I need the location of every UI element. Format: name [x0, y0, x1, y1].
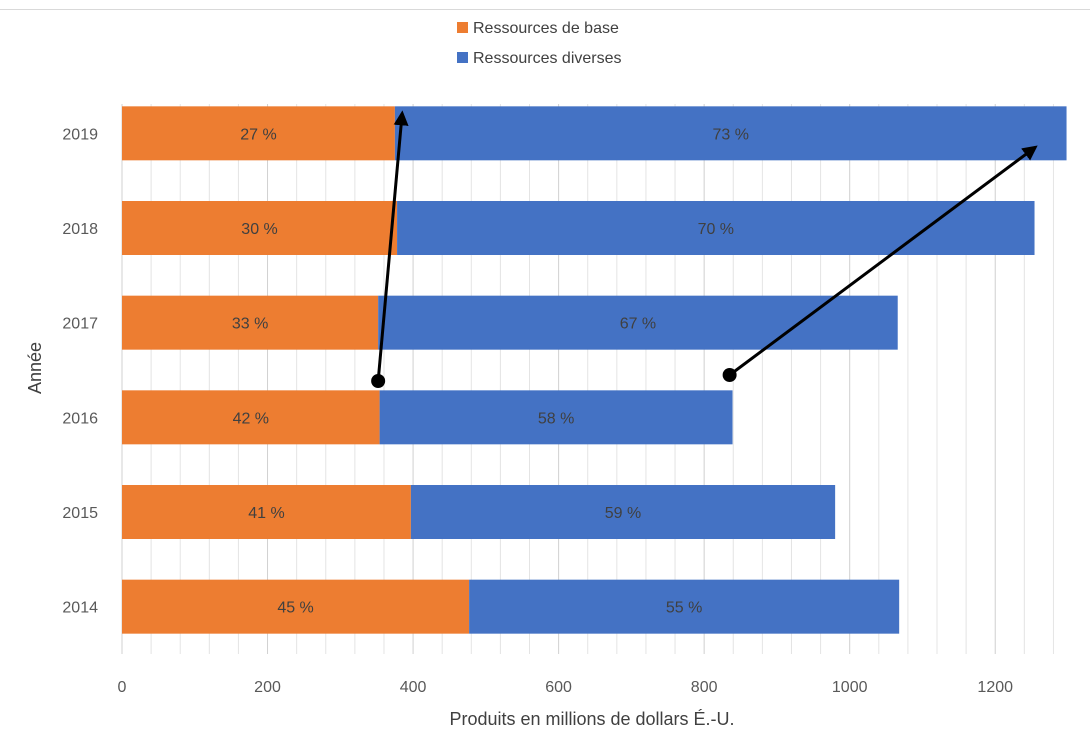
bar-segment-ressources-de-base	[122, 579, 470, 634]
bar-segment-ressources-diverses	[410, 485, 836, 539]
data-label: 59 %	[605, 505, 641, 522]
data-label: 41 %	[248, 505, 284, 522]
x-tick-label: 1000	[832, 679, 868, 696]
bar-segment-ressources-diverses	[378, 295, 898, 350]
bar-segment-ressources-diverses	[394, 106, 1067, 161]
bar-segment-ressources-diverses	[469, 579, 900, 634]
legend-label-ressources-de-base: Ressources de base	[473, 20, 619, 37]
y-tick-label: 2014	[62, 600, 98, 617]
bar-segment-ressources-de-base	[122, 295, 379, 350]
tick-labels: 0 200 400 600 800 1000 1200 2019 2018 2017 2016 201…	[62, 126, 1013, 696]
y-tick-label: 2016	[62, 410, 98, 427]
legend-swatch-ressources-de-base	[457, 22, 468, 33]
y-tick-label: 2019	[62, 126, 98, 143]
bars	[122, 106, 1067, 634]
bar-segment-ressources-diverses	[379, 390, 733, 445]
data-label: 58 %	[538, 410, 574, 427]
legend-label-ressources-diverses: Ressources diverses	[473, 50, 622, 67]
y-tick-label: 2015	[62, 505, 98, 522]
data-label: 70 %	[698, 221, 734, 238]
x-tick-label: 600	[545, 679, 572, 696]
x-tick-label: 200	[254, 679, 281, 696]
bar-segment-ressources-de-base	[122, 390, 380, 445]
bar-segment-ressources-de-base	[122, 485, 411, 539]
data-label: 67 %	[620, 316, 656, 333]
x-tick-label: 0	[118, 679, 127, 696]
x-tick-label: 800	[691, 679, 718, 696]
y-axis-title: Année	[25, 342, 45, 394]
gridlines	[121, 104, 1054, 654]
annotation-arrow-start-dot	[722, 368, 737, 382]
data-label: 27 %	[240, 126, 276, 143]
data-label: 45 %	[277, 600, 313, 617]
data-labels: 27 % 73 % 30 % 70 % 33 % 67 % 42 % 58 % 41 % 59 %…	[232, 126, 749, 616]
bar-segment-ressources-de-base	[122, 106, 395, 161]
data-label: 33 %	[232, 316, 268, 333]
x-tick-label: 1200	[977, 679, 1013, 696]
y-tick-label: 2018	[62, 221, 98, 238]
bar-segment-ressources-de-base	[122, 201, 398, 255]
annotation-arrow	[376, 110, 409, 382]
data-label: 73 %	[712, 126, 748, 143]
annotations	[371, 110, 1038, 388]
x-tick-label: 400	[400, 679, 427, 696]
legend: Ressources de base Ressources diverses	[457, 20, 622, 67]
x-axis-title: Produits en millions de dollars É.-U.	[449, 709, 734, 729]
annotation-arrow	[728, 145, 1038, 377]
y-tick-label: 2017	[62, 316, 98, 333]
legend-swatch-ressources-diverses	[457, 52, 468, 63]
data-label: 30 %	[241, 221, 277, 238]
top-divider	[0, 9, 1090, 10]
data-label: 42 %	[233, 410, 269, 427]
annotation-arrow-start-dot	[371, 374, 386, 388]
data-label: 55 %	[666, 600, 702, 617]
